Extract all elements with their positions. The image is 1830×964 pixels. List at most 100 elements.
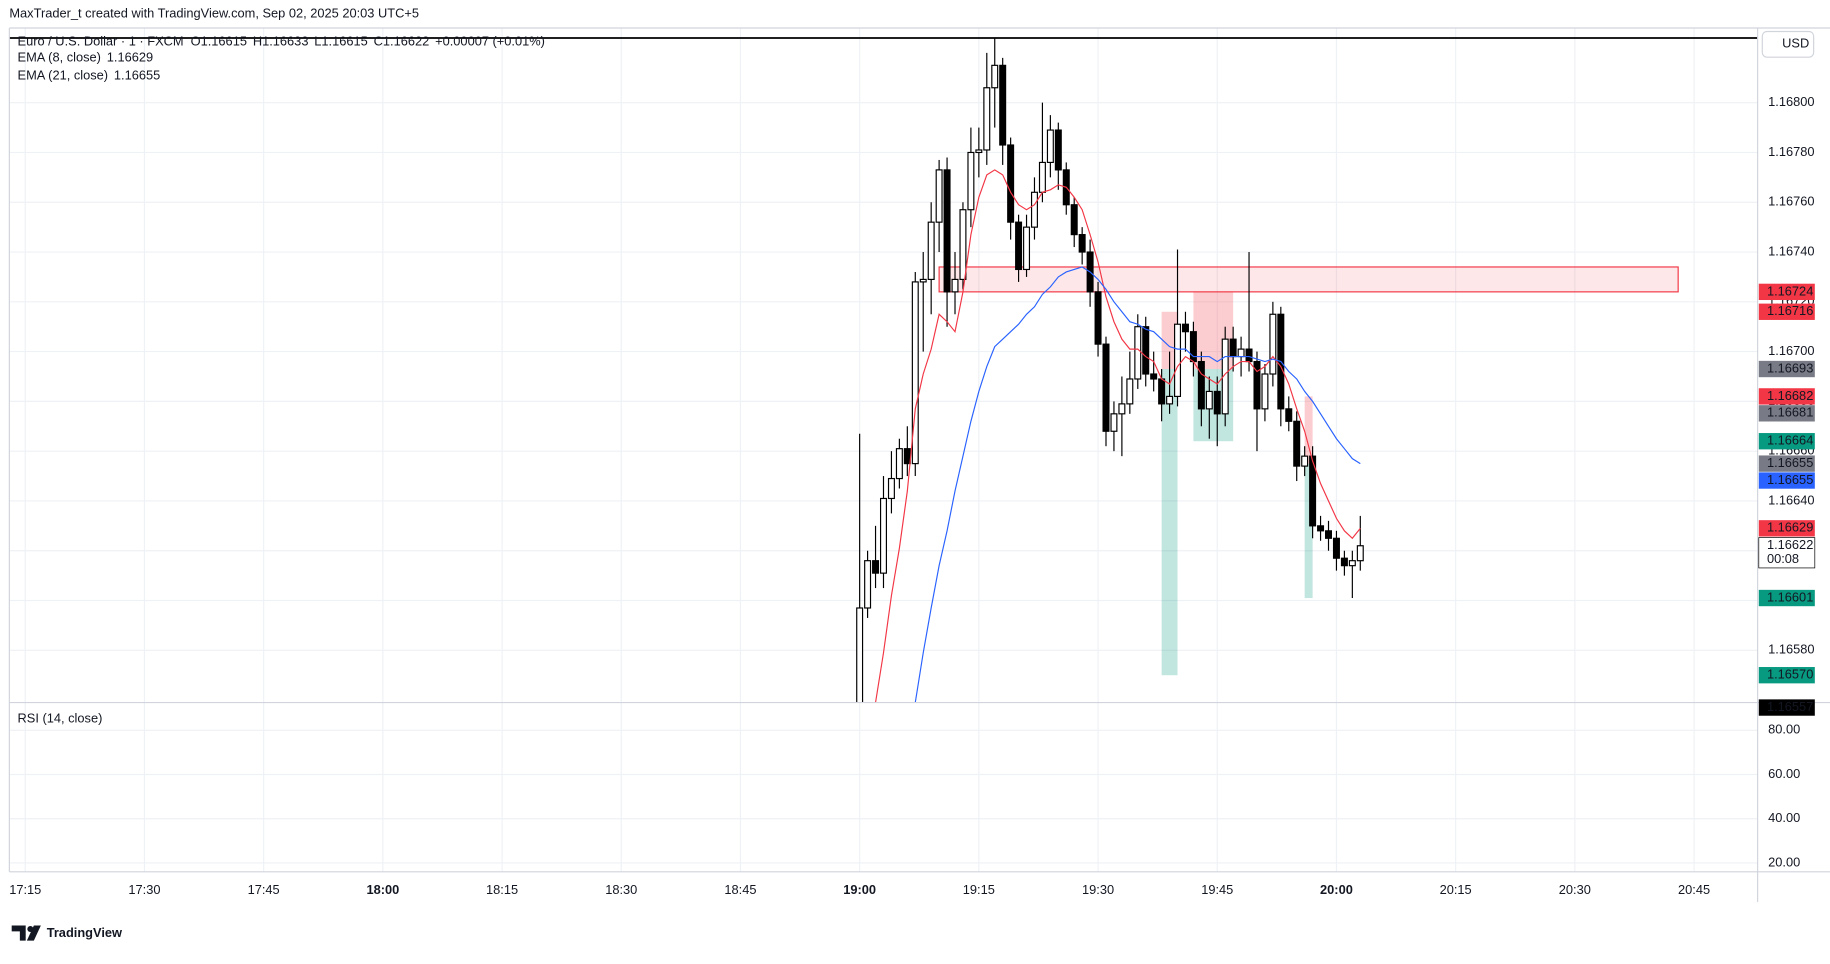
brand: TradingView [47, 925, 122, 940]
y-tick-label: 60.00 [1768, 766, 1800, 781]
price-label-bg [1758, 405, 1815, 422]
ohlc-value: L1.16615 [314, 33, 368, 48]
x-tick-label: 17:30 [128, 882, 160, 897]
candle-body [999, 64, 1007, 146]
ohlc-value: +0.00007 (+0.01%) [435, 33, 545, 48]
candle-body [1356, 545, 1364, 562]
candle-body [1332, 537, 1340, 559]
candle-body [1174, 323, 1182, 397]
price-label: 1.16724 [1767, 283, 1813, 298]
x-tick-label: 19:15 [963, 882, 995, 897]
candle-body [1309, 455, 1317, 527]
rsi-title: RSI (14, close) [18, 710, 103, 725]
candle-body [1166, 395, 1174, 405]
candle-body [935, 169, 943, 223]
price-label-bg [1758, 589, 1815, 607]
y-tick-label: 1.16640 [1768, 492, 1814, 507]
candle-body [1229, 338, 1237, 358]
candle-body [1253, 360, 1261, 410]
ohlc-value: O1.16615 [191, 33, 247, 48]
candle-body [967, 151, 975, 211]
price-label: 1.16681 [1767, 405, 1813, 420]
x-tick-label: 20:30 [1559, 882, 1591, 897]
candle-body [1094, 291, 1102, 345]
candle-body [1078, 234, 1086, 253]
price-label-bg [1758, 455, 1815, 472]
price-label-bg [1758, 283, 1815, 301]
price-label: 1.16693 [1767, 360, 1813, 375]
main-pane [856, 37, 1364, 703]
candle-body [895, 448, 903, 480]
y-tick-label: 20.00 [1768, 854, 1800, 869]
x-tick-label: 18:15 [486, 882, 518, 897]
candle-body [1054, 129, 1062, 171]
price-label: 1.16570 [1767, 667, 1813, 682]
price-label: 1.16655 [1767, 455, 1813, 470]
legend-name: EMA (21, close) [18, 67, 109, 82]
candle-body [943, 169, 951, 293]
price-label: 1.16622 [1767, 537, 1813, 552]
y-tick-label: 1.16780 [1768, 144, 1814, 159]
x-tick-label: 19:30 [1082, 882, 1114, 897]
candle-body [1317, 525, 1325, 532]
x-tick-label: 17:45 [248, 882, 280, 897]
x-tick-label: 20:45 [1678, 882, 1710, 897]
price-label: 1.16655 [1767, 472, 1813, 487]
logo: TradingView [11, 925, 122, 941]
candle-body [1015, 221, 1023, 271]
candle-body [1237, 348, 1245, 358]
candle-body [919, 278, 927, 283]
candle-body [1150, 373, 1158, 380]
price-label: 1.16629 [1767, 520, 1813, 535]
currency-button[interactable] [1761, 30, 1815, 58]
legend-value: 1.16655 [114, 67, 160, 82]
candle-body [1197, 360, 1205, 410]
position-risk [1304, 396, 1313, 464]
candle-body [1301, 455, 1309, 467]
position-reward [1161, 369, 1178, 676]
y-tick-label: 1.16580 [1768, 642, 1814, 657]
price-label: 1.16716 [1767, 303, 1813, 318]
candle-body [1007, 144, 1015, 223]
logo-slash [26, 925, 41, 941]
candle-body [975, 149, 983, 154]
symbol-name: Euro / U.S. Dollar · 1 · FXCM [18, 33, 184, 48]
candle-body [1070, 204, 1078, 236]
candle-body [1134, 326, 1142, 380]
x-tick-label: 19:00 [843, 882, 876, 897]
y-tick-label: 1.16800 [1768, 94, 1814, 109]
candle-body [1181, 323, 1189, 333]
candle-body [1221, 338, 1229, 415]
candle-body [911, 281, 919, 465]
y-tick-label: 40.00 [1768, 810, 1800, 825]
candle-body [1046, 129, 1054, 164]
candle-body [1142, 326, 1150, 375]
candle-body [1348, 560, 1356, 567]
candle-body [903, 448, 911, 465]
price-label: 1.16601 [1767, 589, 1813, 604]
price-label-bg [1758, 537, 1816, 569]
candle-body [872, 560, 880, 574]
y-tick-label: 80.00 [1768, 722, 1800, 737]
price-label-bg [1758, 388, 1815, 405]
candle-body [1285, 408, 1293, 422]
candle-body [1325, 530, 1333, 539]
x-tick-label: 20:00 [1320, 882, 1353, 897]
price-label: 1.16664 [1767, 433, 1813, 448]
candle-body [1158, 378, 1166, 405]
y-tick-label: 1.16740 [1768, 243, 1814, 258]
candle-body [856, 607, 864, 703]
candle-body [1030, 191, 1038, 228]
candle-body [887, 477, 895, 500]
price-label: 1.16682 [1767, 388, 1813, 403]
candle-body [1245, 348, 1253, 363]
y-tick-label: 1.16700 [1768, 343, 1814, 358]
logo-mark [11, 925, 26, 941]
candle-body [1340, 557, 1348, 567]
price-label-bg [1758, 667, 1815, 684]
currency-label[interactable]: USD [1782, 36, 1809, 51]
